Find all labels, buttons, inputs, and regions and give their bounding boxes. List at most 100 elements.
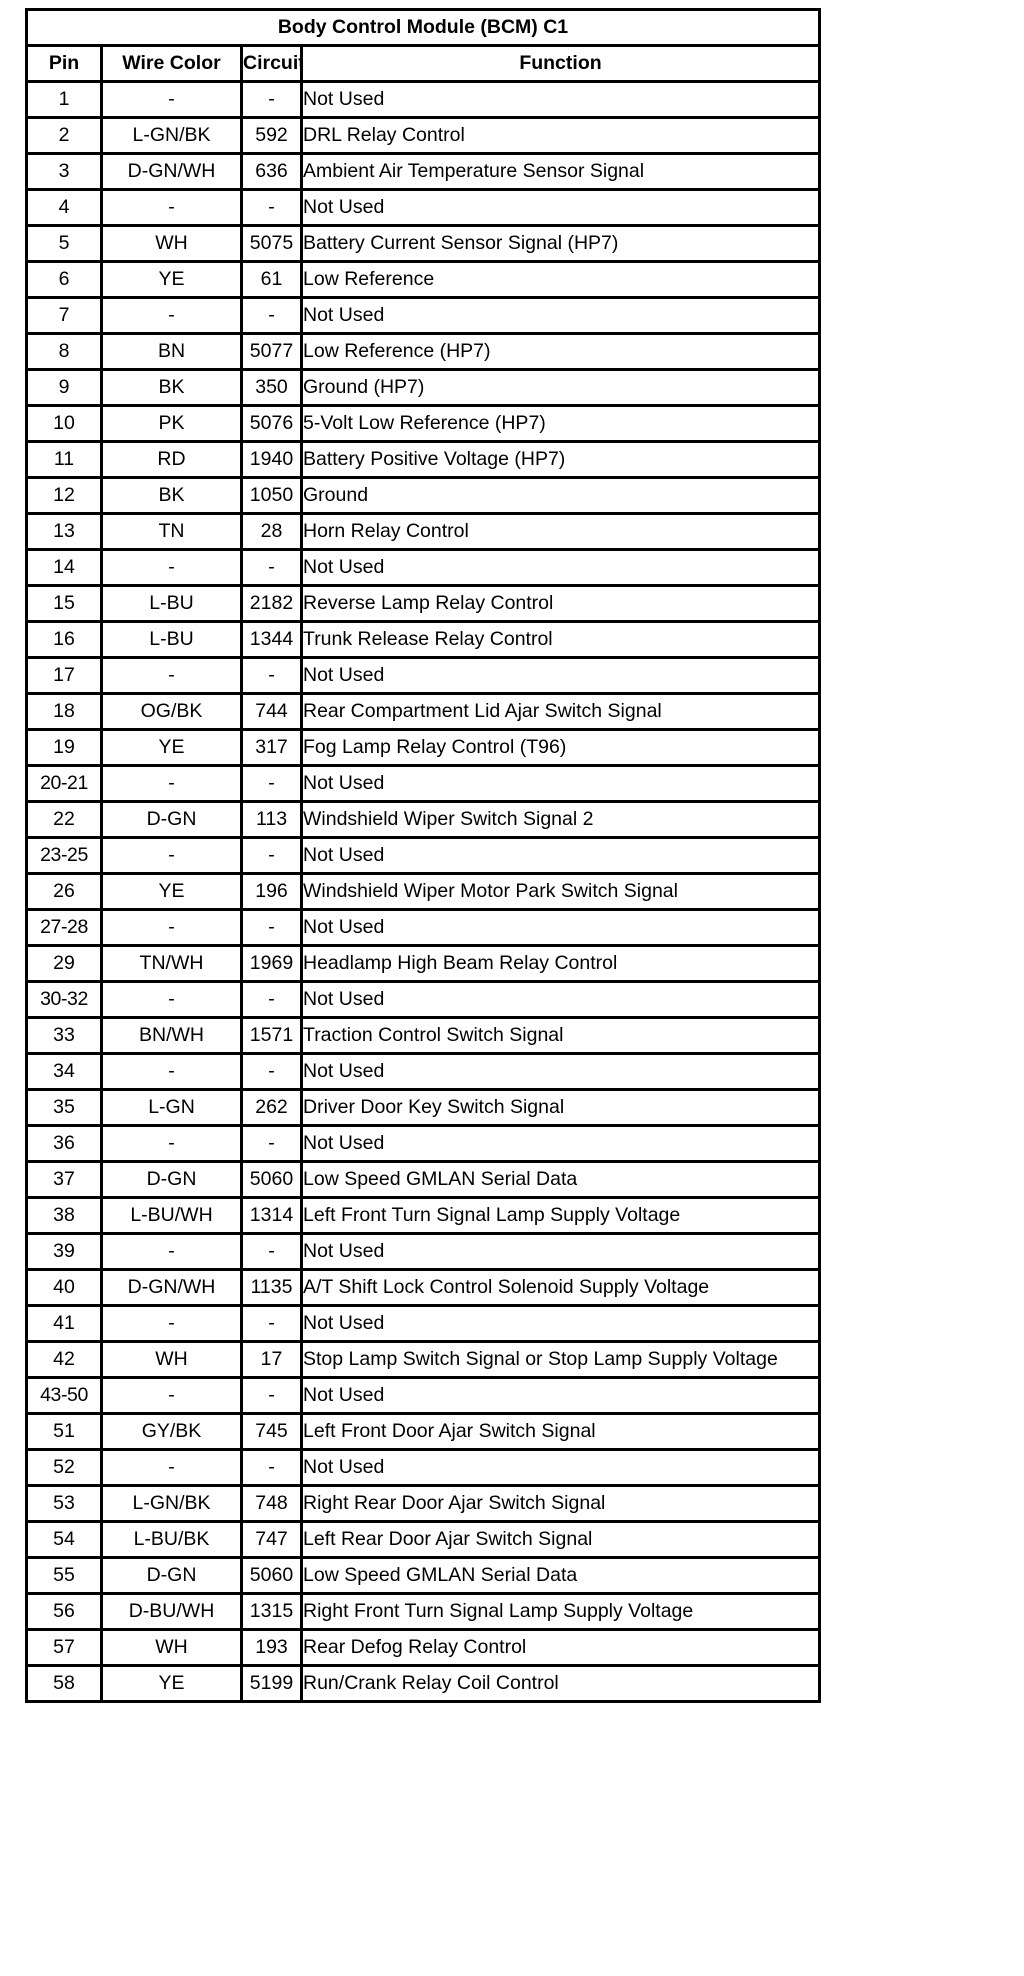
column-header-circuit-no: Circuit No. — [240, 44, 303, 83]
table-row: 57 WH 193 Rear Defog Relay Control — [25, 1628, 821, 1667]
cell-function: Not Used — [300, 188, 821, 227]
cell-pin: 55 — [25, 1556, 103, 1595]
cell-function: Run/Crank Relay Coil Control — [300, 1664, 821, 1703]
cell-wire-color: - — [100, 1376, 243, 1415]
cell-circuit-no: 113 — [240, 800, 303, 839]
cell-wire-color: YE — [100, 728, 243, 767]
cell-circuit-no: - — [240, 188, 303, 227]
cell-pin: 38 — [25, 1196, 103, 1235]
cell-wire-color: L-GN/BK — [100, 1484, 243, 1523]
cell-function: Low Reference (HP7) — [300, 332, 821, 371]
cell-pin: 8 — [25, 332, 103, 371]
cell-function: Not Used — [300, 1304, 821, 1343]
cell-function: Driver Door Key Switch Signal — [300, 1088, 821, 1127]
table-row: 18 OG/BK 744 Rear Compartment Lid Ajar Swit… — [25, 692, 821, 731]
cell-circuit-no: 196 — [240, 872, 303, 911]
cell-circuit-no: 745 — [240, 1412, 303, 1451]
cell-pin: 42 — [25, 1340, 103, 1379]
cell-function: Not Used — [300, 764, 821, 803]
table-row: 4- - Not Used — [25, 188, 821, 227]
cell-function: Windshield Wiper Motor Park Switch Signa… — [300, 872, 821, 911]
table-row: 23-25- - Not Used — [25, 836, 821, 875]
table-row: 53 L-GN/BK 748 Right Rear Door Ajar Switch … — [25, 1484, 821, 1523]
cell-wire-color: BK — [100, 368, 243, 407]
table-row: 55 D-GN 5060 Low Speed GMLAN Serial Data — [25, 1556, 821, 1595]
table-row: 13 TN 28 Horn Relay Control — [25, 512, 821, 551]
cell-wire-color: - — [100, 296, 243, 335]
cell-function: Trunk Release Relay Control — [300, 620, 821, 659]
cell-wire-color: L-BU — [100, 584, 243, 623]
cell-function: Not Used — [300, 980, 821, 1019]
table-row: 39- - Not Used — [25, 1232, 821, 1271]
cell-wire-color: L-GN — [100, 1088, 243, 1127]
cell-pin: 39 — [25, 1232, 103, 1271]
cell-circuit-no: 5199 — [240, 1664, 303, 1703]
cell-wire-color: - — [100, 980, 243, 1019]
cell-function: Not Used — [300, 1376, 821, 1415]
table-header: Body Control Module (BCM) C1 Pin Wire Co… — [25, 8, 821, 83]
cell-circuit-no: 1314 — [240, 1196, 303, 1235]
cell-circuit-no: 1571 — [240, 1016, 303, 1055]
cell-function: Fog Lamp Relay Control (T96) — [300, 728, 821, 767]
cell-function: Rear Defog Relay Control — [300, 1628, 821, 1667]
table-title: Body Control Module (BCM) C1 — [25, 8, 821, 47]
cell-function: Traction Control Switch Signal — [300, 1016, 821, 1055]
cell-wire-color: YE — [100, 872, 243, 911]
cell-wire-color: - — [100, 1448, 243, 1487]
cell-function: Left Front Turn Signal Lamp Supply Volta… — [300, 1196, 821, 1235]
cell-wire-color: TN/WH — [100, 944, 243, 983]
cell-pin: 17 — [25, 656, 103, 695]
cell-wire-color: - — [100, 1304, 243, 1343]
cell-wire-color: - — [100, 764, 243, 803]
cell-function: Not Used — [300, 548, 821, 587]
cell-pin: 16 — [25, 620, 103, 659]
table-row: 41- - Not Used — [25, 1304, 821, 1343]
cell-wire-color: D-GN — [100, 800, 243, 839]
table-row: 54 L-BU/BK 747 Left Rear Door Ajar Switch S… — [25, 1520, 821, 1559]
cell-pin: 22 — [25, 800, 103, 839]
table-row: 58 YE 5199 Run/Crank Relay Coil Control — [25, 1664, 821, 1703]
cell-pin: 9 — [25, 368, 103, 407]
cell-pin: 3 — [25, 152, 103, 191]
table-row: 10 PK 5076 5-Volt Low Reference (HP7) — [25, 404, 821, 443]
cell-circuit-no: 61 — [240, 260, 303, 299]
cell-wire-color: - — [100, 1232, 243, 1271]
cell-pin: 23-25 — [25, 836, 103, 875]
cell-function: Battery Current Sensor Signal (HP7) — [300, 224, 821, 263]
cell-wire-color: YE — [100, 260, 243, 299]
cell-pin: 36 — [25, 1124, 103, 1163]
cell-function: Windshield Wiper Switch Signal 2 — [300, 800, 821, 839]
cell-wire-color: WH — [100, 1340, 243, 1379]
cell-function: Not Used — [300, 1448, 821, 1487]
table-row: 15 L-BU 2182 Reverse Lamp Relay Control — [25, 584, 821, 623]
table-row: 36- - Not Used — [25, 1124, 821, 1163]
table-row: 35 L-GN 262 Driver Door Key Switch Signal — [25, 1088, 821, 1127]
bcm-c1-pinout-table: Body Control Module (BCM) C1 Pin Wire Co… — [25, 8, 821, 1703]
cell-pin: 41 — [25, 1304, 103, 1343]
cell-function: Reverse Lamp Relay Control — [300, 584, 821, 623]
cell-circuit-no: - — [240, 1052, 303, 1091]
cell-circuit-no: 17 — [240, 1340, 303, 1379]
cell-function: Right Rear Door Ajar Switch Signal — [300, 1484, 821, 1523]
cell-wire-color: BK — [100, 476, 243, 515]
table-row: 14- - Not Used — [25, 548, 821, 587]
table-row: 37 D-GN 5060 Low Speed GMLAN Serial Data — [25, 1160, 821, 1199]
cell-circuit-no: - — [240, 1376, 303, 1415]
cell-pin: 1 — [25, 80, 103, 119]
cell-circuit-no: - — [240, 836, 303, 875]
table-row: 19 YE 317 Fog Lamp Relay Control (T96) — [25, 728, 821, 767]
table-row: 8 BN 5077 Low Reference (HP7) — [25, 332, 821, 371]
cell-function: Not Used — [300, 836, 821, 875]
cell-pin: 51 — [25, 1412, 103, 1451]
table-row: 26 YE 196 Windshield Wiper Motor Park Switc… — [25, 872, 821, 911]
cell-circuit-no: 2182 — [240, 584, 303, 623]
cell-pin: 19 — [25, 728, 103, 767]
cell-function: Headlamp High Beam Relay Control — [300, 944, 821, 983]
table-row: 34- - Not Used — [25, 1052, 821, 1091]
cell-wire-color: D-GN/WH — [100, 1268, 243, 1307]
cell-circuit-no: 1940 — [240, 440, 303, 479]
cell-function: 5-Volt Low Reference (HP7) — [300, 404, 821, 443]
cell-function: Not Used — [300, 80, 821, 119]
cell-pin: 30-32 — [25, 980, 103, 1019]
